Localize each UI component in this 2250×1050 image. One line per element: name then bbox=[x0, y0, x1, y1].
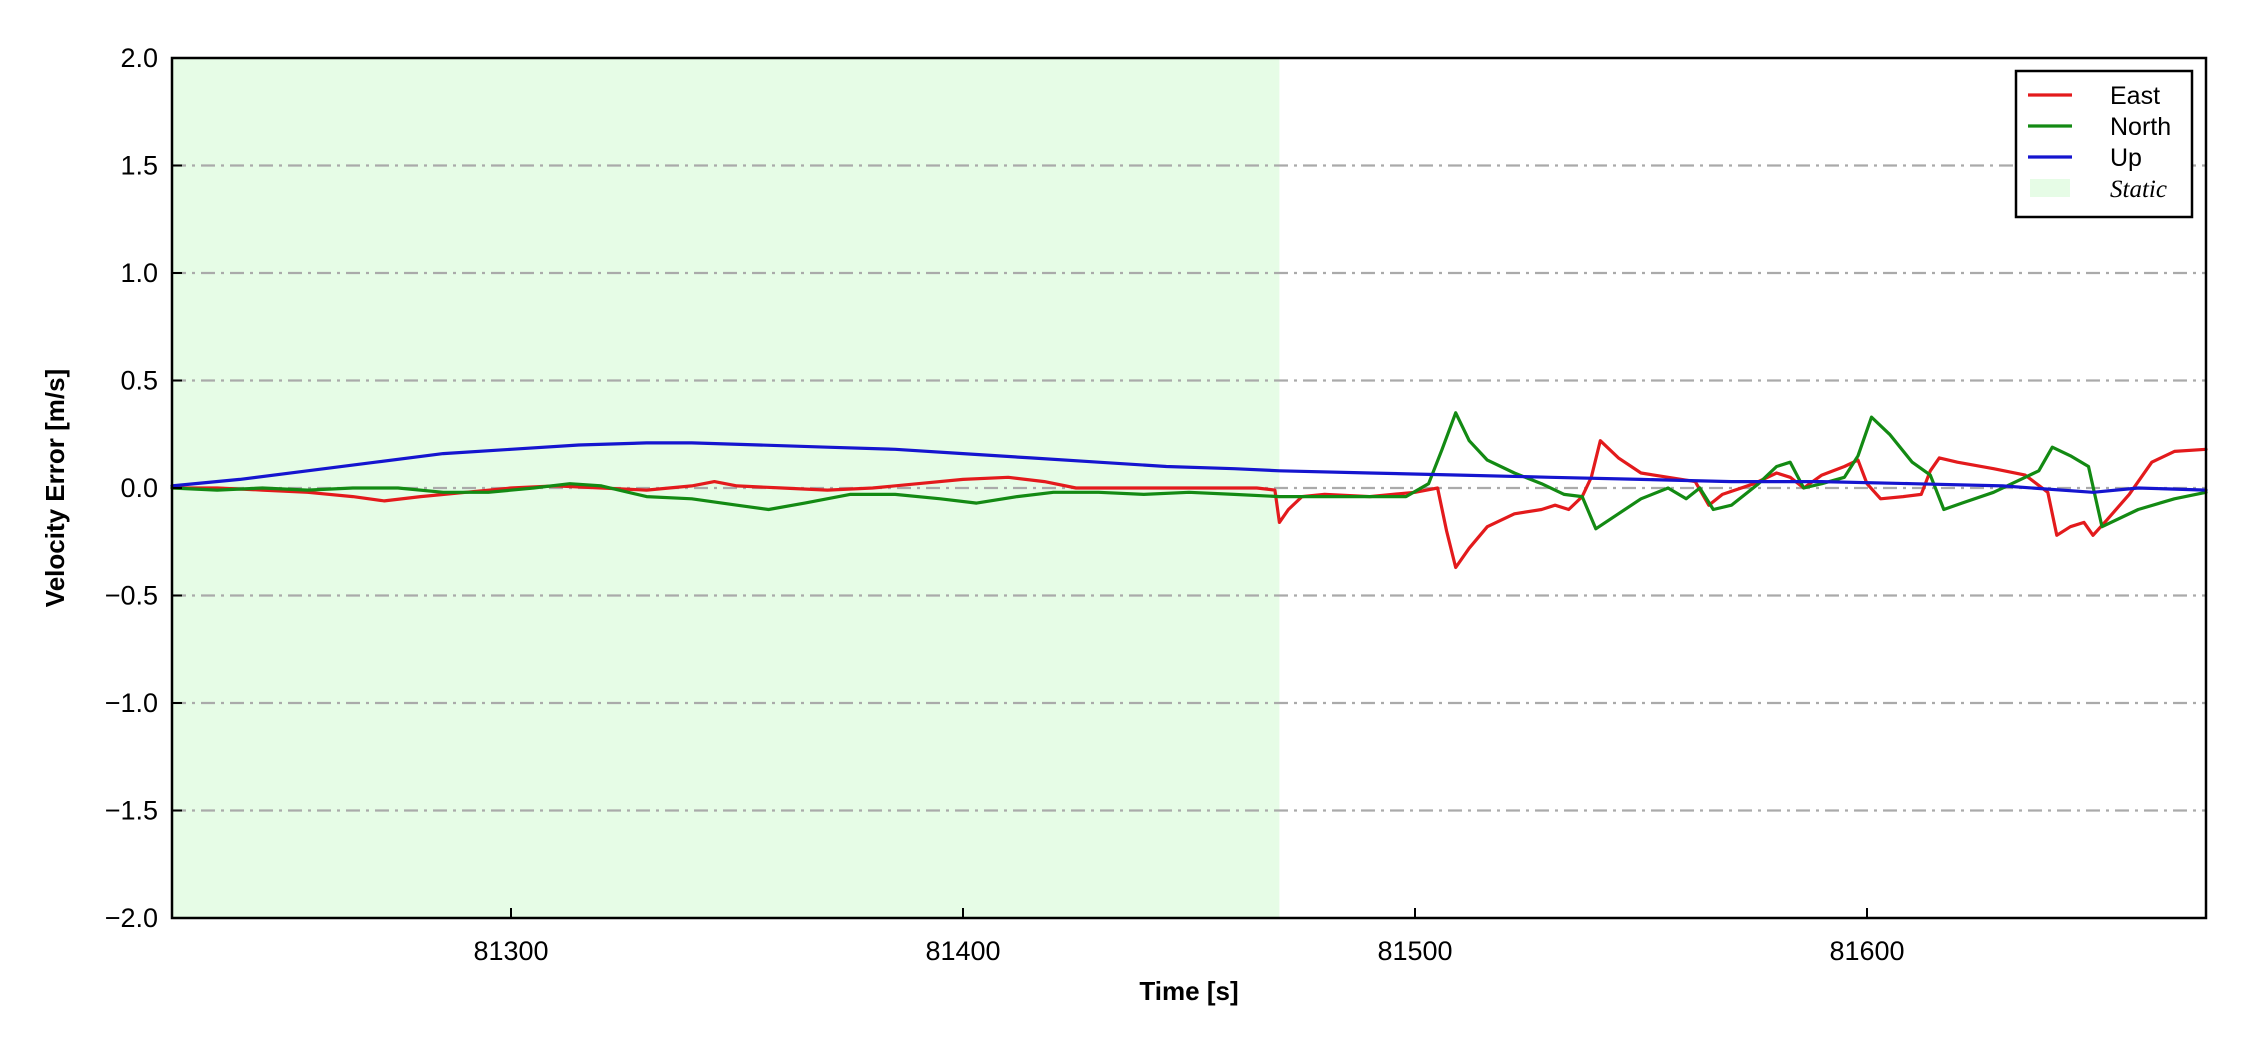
legend-label-east: East bbox=[2110, 82, 2160, 110]
y-tick-label: 0.5 bbox=[120, 366, 158, 396]
axis-tick-labels: 81300 81400 81500 81600 2.0 1.5 1.0 0.5 0.0 −0.5 −… bbox=[105, 43, 1905, 966]
series-lines bbox=[170, 411, 2208, 570]
y-tick-label: −1.5 bbox=[105, 796, 158, 826]
series-line-up bbox=[170, 441, 2208, 494]
y-tick-label: 1.5 bbox=[120, 151, 158, 181]
x-tick-label: 81500 bbox=[1377, 936, 1452, 966]
legend: East North Up Static bbox=[2014, 69, 2194, 219]
x-tick-label: 81300 bbox=[473, 936, 548, 966]
x-axis-label: Time [s] bbox=[1139, 976, 1238, 1006]
y-tick-label: 2.0 bbox=[120, 43, 158, 73]
legend-swatch-static bbox=[2030, 179, 2070, 197]
y-tick-label: −2.0 bbox=[105, 903, 158, 933]
y-tick-label: −1.0 bbox=[105, 688, 158, 718]
legend-label-up: Up bbox=[2110, 144, 2142, 172]
y-tick-label: −0.5 bbox=[105, 581, 158, 611]
y-axis-label: Velocity Error [m/s] bbox=[40, 369, 70, 607]
series-line-north bbox=[170, 411, 2208, 531]
axis-ticks bbox=[172, 57, 1868, 919]
legend-label-static: Static bbox=[2110, 176, 2167, 203]
series-line-east bbox=[170, 439, 2208, 570]
x-tick-label: 81400 bbox=[925, 936, 1000, 966]
y-tick-label: 0.0 bbox=[120, 473, 158, 503]
x-tick-label: 81600 bbox=[1829, 936, 1904, 966]
legend-label-north: North bbox=[2110, 113, 2171, 141]
y-tick-label: 1.0 bbox=[120, 258, 158, 288]
